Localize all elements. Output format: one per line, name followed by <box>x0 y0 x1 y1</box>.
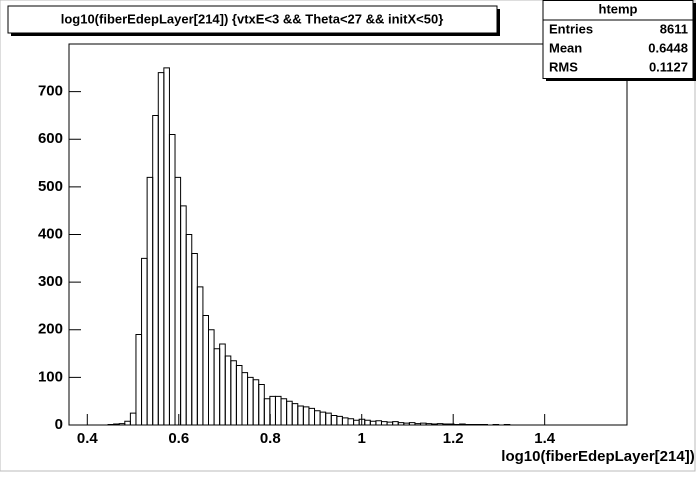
y-tick-label: 0 <box>55 416 63 433</box>
y-tick-label: 400 <box>38 225 63 242</box>
stats-value: 8611 <box>660 21 688 36</box>
x-tick-label: 0.8 <box>260 430 281 447</box>
x-axis-label: log10(fiberEdepLayer[214]) <box>501 448 694 465</box>
y-tick-label: 700 <box>38 83 63 100</box>
stats-label: RMS <box>549 59 578 74</box>
y-tick-label: 300 <box>38 273 63 290</box>
y-tick-label: 600 <box>38 130 63 147</box>
stats-value: 0.6448 <box>648 40 688 55</box>
x-tick-label: 0.6 <box>168 430 189 447</box>
y-tick-label: 100 <box>38 368 63 385</box>
x-tick-label: 1.2 <box>443 430 464 447</box>
stats-value: 0.1127 <box>649 59 688 74</box>
y-tick-label: 200 <box>38 321 63 338</box>
x-tick-label: 1 <box>358 430 366 447</box>
y-tick-label: 500 <box>38 178 63 195</box>
chart-title: log10(fiberEdepLayer[214]) {vtxE<3 && Th… <box>61 11 444 26</box>
x-tick-label: 1.4 <box>534 430 556 447</box>
stats-label: Mean <box>549 40 582 55</box>
stats-label: Entries <box>549 21 593 36</box>
stats-title: htemp <box>599 1 638 16</box>
x-tick-label: 0.4 <box>77 430 99 447</box>
